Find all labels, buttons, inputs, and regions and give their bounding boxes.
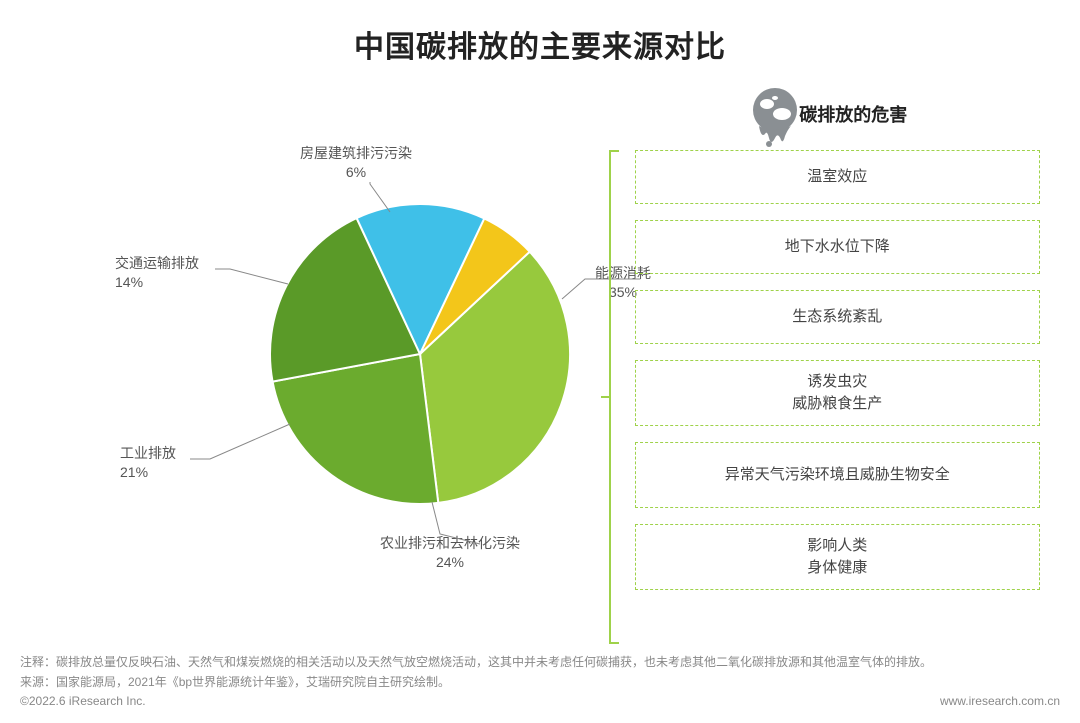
hazard-text: 异常天气污染环境且威胁生物安全 [725,464,950,487]
pie-label-transport: 交通运输排放 14% [115,254,199,292]
hazard-item: 温室效应 [635,150,1041,204]
pie-label-name: 交通运输排放 [115,255,199,271]
pie-label-building: 房屋建筑排污污染 6% [300,144,412,182]
pie-label-pct: 21% [120,464,148,480]
footer: 注释：碳排放总量仅反映石油、天然气和煤炭燃烧的相关活动以及天然气放空燃烧活动，这… [20,653,1060,711]
hazard-item: 生态系统紊乱 [635,290,1041,344]
hazard-list: 温室效应 地下水水位下降 生态系统紊乱 诱发虫灾威胁粮食生产 异常天气污染环境且… [635,150,1041,590]
content-row: 能源消耗 35% 农业排污和去林化污染 24% 工业排放 21% 交通运输排放 … [0,84,1080,644]
hazard-area: 碳排放的危害 温室效应 地下水水位下降 生态系统紊乱 诱发虫灾威胁粮食生产 异常… [603,84,1041,644]
footer-site: www.iresearch.com.cn [940,692,1060,711]
hazard-text: 生态系统紊乱 [792,306,882,329]
pie-chart [270,204,570,504]
hazard-text: 温室效应 [807,166,867,189]
pie-label-name: 农业排污和去林化污染 [380,535,520,551]
pie-label-pct: 6% [346,164,366,180]
hazard-bracket [601,150,617,644]
pie-chart-area: 能源消耗 35% 农业排污和去林化污染 24% 工业排放 21% 交通运输排放 … [40,84,603,644]
footer-note: 注释：碳排放总量仅反映石油、天然气和煤炭燃烧的相关活动以及天然气放空燃烧活动，这… [20,653,1060,672]
pie-label-name: 工业排放 [120,445,176,461]
hazard-header: 碳排放的危害 [613,84,1041,144]
footer-copyright: ©2022.6 iResearch Inc. [20,692,146,711]
hazard-title: 碳排放的危害 [799,101,907,127]
pie-label-agriculture: 农业排污和去林化污染 24% [380,534,520,572]
pie-wrap [270,204,570,504]
hazard-item: 异常天气污染环境且威胁生物安全 [635,442,1041,508]
hazard-item: 诱发虫灾威胁粮食生产 [635,360,1041,426]
hazard-text: 地下水水位下降 [785,236,890,259]
earth-melting-icon [745,84,805,144]
hazard-item: 地下水水位下降 [635,220,1041,274]
pie-label-pct: 24% [436,554,464,570]
hazard-text: 影响人类身体健康 [807,535,867,580]
pie-label-industry: 工业排放 21% [120,444,176,482]
pie-label-pct: 14% [115,274,143,290]
page-title: 中国碳排放的主要来源对比 [0,0,1080,84]
footer-source: 来源：国家能源局，2021年《bp世界能源统计年鉴》，艾瑞研究院自主研究绘制。 [20,673,1060,692]
hazard-item: 影响人类身体健康 [635,524,1041,590]
pie-label-name: 房屋建筑排污污染 [300,145,412,161]
hazard-text: 诱发虫灾威胁粮食生产 [792,371,882,416]
